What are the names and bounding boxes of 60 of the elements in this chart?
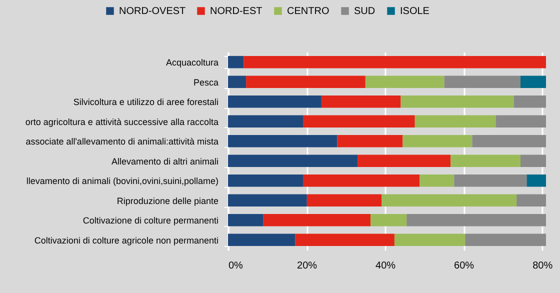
y-tick-label: Coltivazione di colture permanenti	[82, 216, 218, 226]
bar	[228, 115, 303, 128]
y-tick-label: Allevamento di altri animali	[111, 156, 218, 166]
x-tick-label: 40%	[376, 260, 396, 272]
bar	[526, 174, 546, 187]
bar	[472, 134, 546, 148]
y-tick-label: llevamento di animali (bovini,ovini,suini,pollame)	[26, 176, 218, 186]
y-tick-label: orto agricoltura e attività successive alla raccolta	[25, 116, 218, 127]
bar	[496, 115, 546, 128]
x-tick-label: 0%	[228, 260, 244, 272]
bar	[444, 76, 520, 88]
bar	[306, 194, 382, 207]
bar	[450, 154, 520, 168]
y-tick-label: associate all'allevamento di animali:attività mista	[26, 136, 218, 147]
bar	[465, 234, 546, 246]
x-tick-label: 80%	[532, 260, 553, 272]
bar	[514, 95, 546, 108]
bar	[302, 174, 420, 187]
legend-label: CENTRO	[287, 6, 330, 17]
bar	[228, 154, 358, 168]
bar	[400, 95, 514, 108]
bar	[244, 56, 546, 68]
bar	[228, 95, 322, 108]
bar	[414, 115, 496, 128]
bar	[337, 134, 403, 148]
bar	[228, 56, 244, 68]
bar	[228, 194, 307, 207]
bar	[420, 174, 454, 187]
bar	[263, 214, 371, 226]
bar	[520, 154, 546, 168]
legend-label: NORD-EST	[210, 6, 262, 17]
bar	[382, 194, 517, 207]
bar	[454, 174, 527, 187]
bar	[365, 76, 444, 88]
x-tick-label: 20%	[297, 260, 318, 272]
bar	[358, 154, 451, 168]
y-tick-label: Pesca	[193, 77, 218, 88]
bar	[302, 115, 415, 128]
y-tick-label: Riproduzione delle piante	[116, 196, 218, 206]
bar	[394, 234, 466, 246]
bar	[228, 174, 303, 187]
bar	[321, 95, 401, 108]
bar	[516, 194, 546, 207]
bar	[228, 76, 246, 88]
bar	[228, 234, 296, 246]
y-tick-label: Coltivazioni di colture agricole non permanenti	[34, 235, 218, 246]
bar	[228, 134, 338, 148]
y-tick-label: Acquacoltura	[166, 58, 218, 68]
x-tick-label: 60%	[454, 260, 474, 272]
legend-label: NORD-OVEST	[119, 6, 186, 17]
y-tick-label: Silvicoltura e utilizzo di aree forestali	[73, 97, 218, 108]
legend-label: ISOLE	[400, 6, 430, 17]
bar	[406, 214, 546, 226]
bar	[246, 76, 366, 88]
bar	[402, 134, 472, 148]
bar	[228, 214, 264, 226]
bar	[370, 214, 407, 226]
bar	[520, 76, 546, 88]
legend-label: SUD	[354, 6, 376, 17]
bar	[295, 234, 394, 246]
